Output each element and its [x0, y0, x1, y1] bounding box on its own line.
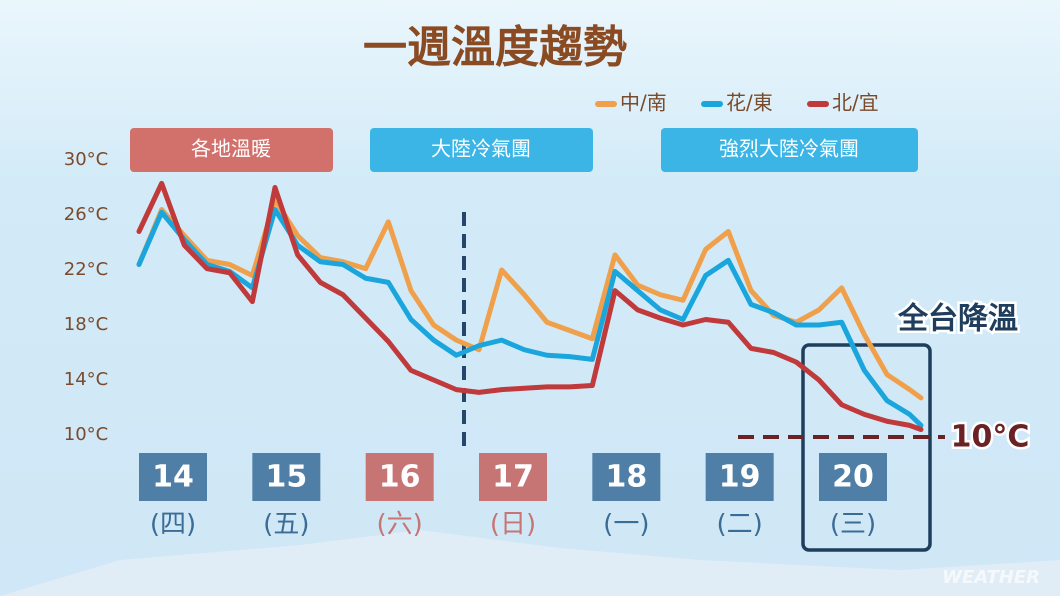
phase-label: 大陸冷氣團 [431, 137, 531, 161]
chart-title: 一週溫度趨勢 [363, 22, 627, 73]
day-box [592, 453, 661, 501]
y-tick-label: 26°C [64, 204, 108, 225]
x-tick-sublabel: (二) [717, 510, 763, 540]
x-tick-label: 18 [605, 460, 647, 495]
day-box [252, 453, 321, 501]
phase-label: 各地溫暖 [191, 137, 271, 161]
mountain-decor [0, 530, 1060, 596]
day-box [705, 453, 774, 501]
legend-label: 中/南 [620, 91, 667, 115]
day-box [819, 453, 887, 501]
annotation: 全台降溫 [897, 302, 1018, 337]
y-tick-label: 14°C [64, 369, 108, 390]
y-tick-label: 30°C [64, 149, 108, 170]
x-tick-label: 16 [379, 460, 421, 495]
x-tick-label: 14 [152, 460, 194, 495]
y-tick-label: 10°C [64, 424, 108, 445]
y-tick-label: 18°C [64, 314, 108, 335]
series-line [136, 180, 924, 432]
x-tick-label: 19 [719, 460, 761, 495]
reference-label: 10°C [951, 420, 1030, 455]
day-box [479, 453, 547, 501]
legend-label: 花/東 [726, 91, 773, 115]
x-tick-label: 17 [492, 460, 534, 495]
day-box [139, 453, 207, 501]
day-box [365, 453, 434, 501]
phase-box [370, 128, 593, 172]
highlight-box [801, 343, 932, 552]
series-line [136, 207, 924, 428]
x-tick-sublabel: (一) [603, 510, 649, 540]
y-tick-label: 22°C [64, 259, 108, 280]
plot [136, 180, 924, 432]
phase-label: 強烈大陸冷氣團 [719, 137, 859, 161]
x-tick-label: 15 [265, 460, 307, 495]
x-tick-sublabel: (五) [263, 510, 309, 540]
x-tick-sublabel: (四) [150, 510, 196, 540]
phase-box [661, 128, 918, 172]
legend-label: 北/宜 [832, 91, 879, 115]
phase-box [130, 128, 333, 172]
watermark: WEATHER [942, 567, 1040, 588]
x-tick-sublabel: (日) [490, 510, 536, 540]
x-tick-label: 20 [832, 460, 874, 495]
x-tick-sublabel: (三) [830, 510, 876, 540]
x-tick-sublabel: (六) [377, 510, 423, 540]
